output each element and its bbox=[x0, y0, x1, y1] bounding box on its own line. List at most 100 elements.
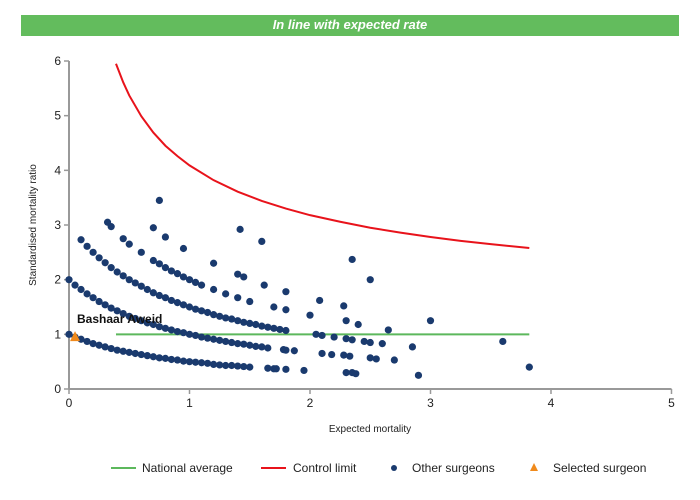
other-surgeon-point bbox=[246, 319, 254, 327]
other-surgeon-point bbox=[270, 324, 278, 332]
other-surgeon-point bbox=[119, 272, 127, 280]
other-surgeon-point bbox=[113, 268, 121, 276]
other-surgeon-point bbox=[378, 340, 386, 348]
other-surgeon-point bbox=[143, 319, 151, 327]
other-surgeon-point bbox=[252, 342, 260, 350]
y-tick-label: 3 bbox=[54, 218, 61, 232]
other-surgeon-point bbox=[113, 307, 121, 315]
other-surgeon-point bbox=[161, 264, 169, 272]
other-surgeon-point bbox=[83, 290, 91, 298]
other-surgeon-point bbox=[525, 363, 533, 371]
other-surgeon-point bbox=[240, 340, 248, 348]
other-surgeon-point bbox=[131, 279, 139, 287]
other-surgeon-point bbox=[179, 301, 188, 309]
selected-surgeon-label: Bashaar Aweid bbox=[77, 312, 162, 326]
other-surgeon-point bbox=[264, 344, 272, 352]
other-surgeon-point bbox=[499, 337, 507, 346]
other-surgeon-point bbox=[89, 294, 97, 302]
other-surgeon-point bbox=[210, 311, 218, 319]
other-surgeon-point bbox=[282, 365, 290, 373]
other-surgeon-point bbox=[197, 281, 206, 289]
other-surgeon-point bbox=[173, 270, 182, 278]
other-surgeon-point bbox=[101, 259, 109, 267]
y-tick-label: 5 bbox=[54, 109, 61, 123]
y-tick-label: 1 bbox=[54, 327, 61, 341]
other-surgeon-point bbox=[246, 363, 254, 371]
other-surgeon-point bbox=[149, 320, 157, 329]
other-surgeon-point bbox=[167, 355, 176, 364]
other-surgeon-point bbox=[149, 256, 157, 265]
other-surgeon-point bbox=[155, 260, 163, 268]
other-surgeon-point bbox=[119, 309, 127, 318]
other-surgeon-point bbox=[346, 352, 354, 360]
x-tick-label: 4 bbox=[548, 396, 555, 410]
other-surgeon-point bbox=[197, 359, 206, 367]
other-surgeon-point bbox=[143, 285, 151, 294]
other-surgeon-point bbox=[155, 354, 163, 362]
other-surgeon-point bbox=[282, 346, 290, 354]
other-surgeon-point bbox=[260, 281, 268, 289]
other-surgeon-point bbox=[191, 278, 200, 286]
other-surgeon-point bbox=[348, 255, 356, 264]
legend: National average Control limit Other sur… bbox=[111, 461, 646, 475]
other-surgeon-point bbox=[107, 344, 115, 353]
other-surgeon-point bbox=[125, 240, 133, 248]
other-surgeon-point bbox=[216, 312, 224, 320]
other-surgeon-point bbox=[125, 312, 133, 320]
other-surgeon-point bbox=[83, 337, 91, 346]
other-surgeon-point bbox=[185, 276, 194, 284]
other-surgeon-point bbox=[290, 347, 298, 355]
other-surgeon-point bbox=[113, 346, 121, 354]
other-surgeon-point bbox=[149, 224, 157, 232]
other-surgeon-point bbox=[384, 326, 392, 334]
other-surgeon-point bbox=[330, 333, 338, 341]
other-surgeon-point bbox=[167, 296, 176, 305]
other-surgeon-point bbox=[342, 369, 350, 377]
other-surgeon-point bbox=[234, 317, 242, 325]
other-surgeon-point bbox=[210, 285, 218, 294]
y-tick-label: 2 bbox=[54, 273, 61, 287]
other-surgeon-point bbox=[342, 335, 350, 343]
status-banner: In line with expected rate bbox=[21, 15, 679, 36]
other-surgeon-point bbox=[185, 303, 194, 311]
other-surgeon-point bbox=[89, 340, 97, 348]
other-surgeon-point bbox=[234, 270, 242, 278]
other-surgeon-point bbox=[137, 282, 145, 290]
other-surgeon-point bbox=[258, 322, 266, 330]
other-surgeon-point bbox=[149, 289, 157, 297]
other-surgeon-point bbox=[414, 371, 423, 379]
other-surgeon-point bbox=[316, 296, 324, 305]
legend-national-average: National average bbox=[142, 461, 233, 475]
other-surgeon-point bbox=[191, 358, 200, 366]
other-surgeon-point bbox=[131, 349, 139, 358]
other-surgeon-point bbox=[216, 336, 224, 344]
other-surgeon-point bbox=[95, 297, 103, 306]
other-surgeon-point bbox=[203, 359, 212, 367]
y-tick-label: 4 bbox=[54, 163, 61, 177]
other-surgeon-point bbox=[179, 357, 188, 365]
other-surgeon-point bbox=[155, 196, 163, 204]
marks bbox=[65, 63, 533, 379]
other-surgeon-point bbox=[228, 361, 236, 370]
y-tick-label: 6 bbox=[54, 54, 61, 68]
other-surgeon-point bbox=[161, 354, 169, 362]
other-surgeon-point bbox=[348, 336, 356, 344]
other-surgeon-point bbox=[179, 244, 188, 253]
other-surgeon-point bbox=[161, 233, 169, 241]
other-surgeon-point bbox=[173, 299, 182, 307]
other-surgeon-point bbox=[300, 366, 308, 375]
other-surgeon-point bbox=[125, 276, 133, 284]
other-surgeon-point bbox=[216, 361, 224, 369]
other-surgeon-point bbox=[222, 337, 230, 346]
other-surgeon-point bbox=[155, 291, 163, 300]
other-surgeon-point bbox=[197, 307, 206, 315]
other-surgeon-point bbox=[107, 223, 115, 231]
legend-other-surgeons-swatch bbox=[391, 465, 397, 471]
other-surgeon-point bbox=[252, 320, 260, 329]
other-surgeon-point bbox=[173, 356, 182, 364]
other-surgeon-point bbox=[167, 326, 176, 334]
other-surgeon-point bbox=[240, 273, 248, 281]
other-surgeon-point bbox=[161, 294, 169, 302]
other-surgeon-point bbox=[272, 365, 280, 373]
